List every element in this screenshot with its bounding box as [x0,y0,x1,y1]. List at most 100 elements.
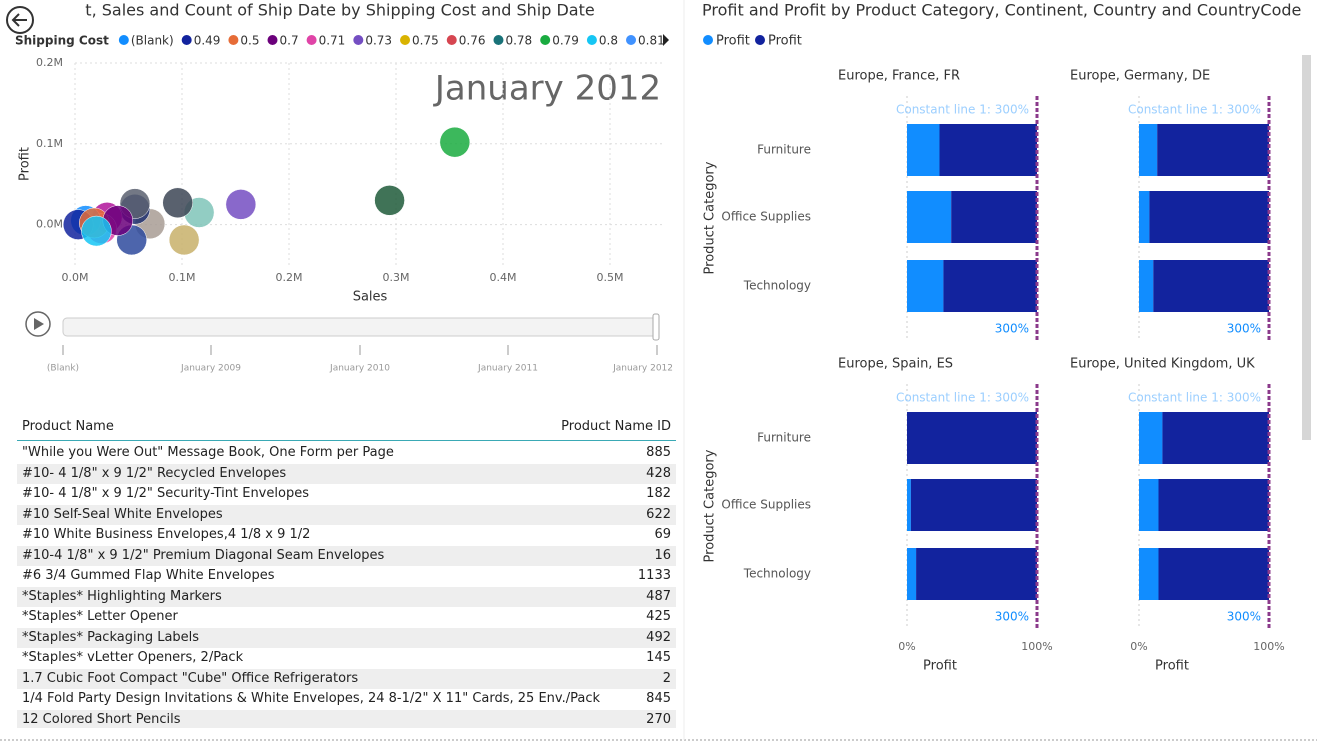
cell: *Staples* Letter Opener [22,609,178,624]
cell: 2 [662,670,671,686]
bar-segment [907,191,952,243]
legend-label: 0.73 [365,34,392,48]
constant-value: 300% [1227,610,1261,624]
cell: 885 [646,445,671,460]
legend-swatch [353,35,364,45]
back-arrow [11,13,27,27]
table-row: #6 3/4 Gummed Flap White Envelopes 1133 [17,566,676,587]
bubble [162,187,193,219]
bubble [81,215,112,247]
constant-label: Constant line 1: 300% [1128,103,1261,117]
table-row: *Staples* vLetter Openers, 2/Pack 145 [17,648,676,669]
legend-title: Shipping Cost [15,34,109,48]
legend-swatch [267,35,278,45]
bar-segment [943,260,1037,312]
table-row: *Staples* Packaging Labels 492 [17,627,676,648]
cell: 1133 [637,568,671,583]
legend-label: 0.76 [459,34,486,48]
legend-swatch [181,35,192,45]
legend-swatch [493,35,504,45]
category-label: Technology [743,279,811,293]
y-axis-title: Profit [18,147,33,181]
legend-label: 0.8 [599,34,618,48]
cell: 1/4 Fold Party Design Invitations & Whit… [22,691,601,706]
cell: 182 [646,486,671,501]
x-tick-label: 0% [1130,640,1147,653]
legend-label: Profit [768,34,802,49]
bar-segment [951,191,1037,243]
legend-label: 0.78 [505,34,532,48]
cell: #10-4 1/8" x 9 1/2" Premium Diagonal Sea… [22,547,385,563]
y-tick-label: 0.0M [36,218,63,231]
cell: *Staples* Highlighting Markers [22,588,222,604]
bar-segment [1158,479,1269,531]
category-label: Furniture [757,431,811,445]
cell: Product Name [22,419,114,434]
panel-title: Europe, United Kingdom, UK [1070,357,1255,372]
legend-swatch [703,35,713,45]
cell: 16 [654,547,671,563]
bar-title: Profit and Profit by Product Category, C… [702,1,1301,20]
cell: 487 [646,588,671,604]
x-tick-label: 100% [1021,640,1052,653]
bar-segment [907,479,911,531]
x-tick-label: 0.0M [62,271,89,284]
bar-segment [910,479,1037,531]
panel-title: Europe, Spain, ES [838,357,953,372]
bar-segment [1149,191,1269,243]
legend-swatch [446,35,457,45]
table-row: 1/4 Fold Party Design Invitations & Whit… [17,689,676,710]
category-label: Technology [743,567,811,581]
legend-label: 0.7 [280,34,299,48]
bar-segment [1157,124,1269,176]
table-row: #10 Self-Seal White Envelopes 622 [17,504,676,525]
table-row: *Staples* Highlighting Markers 487 [17,586,676,607]
y-tick-label: 0.2M [36,56,63,69]
legend-label: 0.71 [319,34,346,48]
legend-swatch [228,35,239,45]
bar-segment [1139,412,1163,464]
table-row: 1.7 Cubic Foot Compact "Cube" Office Ref… [17,668,676,689]
x-tick-label: 0.3M [383,271,410,284]
x-tick-label: 0% [898,640,915,653]
constant-label: Constant line 1: 300% [896,103,1029,117]
legend-swatch [540,35,551,45]
constant-label: Constant line 1: 300% [896,391,1029,405]
cell: 270 [646,711,671,727]
legend-label: Profit [716,34,750,49]
cell: #10- 4 1/8" x 9 1/2" Recycled Envelopes [22,465,287,481]
bar-segment [1139,548,1159,600]
table-row: #10 White Business Envelopes,4 1/8 x 9 1… [17,525,676,546]
y-axis-title: Product Category [703,161,718,274]
cell: 1.7 Cubic Foot Compact "Cube" Office Ref… [22,670,359,686]
play-label: (Blank) [47,364,79,374]
legend-label: 0.49 [194,34,221,48]
bar-segment [907,412,1037,464]
table-row: #10-4 1/8" x 9 1/2" Premium Diagonal Sea… [17,545,676,566]
x-tick-label: 0.4M [490,271,517,284]
x-tick-label: 100% [1253,640,1284,653]
play-handle[interactable] [652,313,660,341]
legend-swatch [306,35,317,45]
constant-value: 300% [995,322,1029,336]
x-axis-title: Profit [1155,659,1189,674]
bar-segment [1139,124,1158,176]
play-label: January 2010 [329,364,390,374]
play-track[interactable] [62,317,658,337]
category-label: Office Supplies [721,210,811,224]
legend-label: 0.79 [552,34,579,48]
x-tick-label: 0.1M [169,271,196,284]
scrollbar[interactable] [1302,55,1311,440]
y-tick-label: 0.1M [36,137,63,150]
bar-segment [1139,191,1150,243]
bubble [225,189,257,220]
bar-segment [907,124,940,176]
cell: #10- 4 1/8" x 9 1/2" Security-Tint Envel… [22,486,309,501]
legend-next[interactable] [663,34,669,46]
legend-label: 0.5 [240,34,259,48]
legend-swatch [626,35,636,45]
table-row: #10- 4 1/8" x 9 1/2" Security-Tint Envel… [17,484,676,505]
cell: 425 [646,609,671,624]
